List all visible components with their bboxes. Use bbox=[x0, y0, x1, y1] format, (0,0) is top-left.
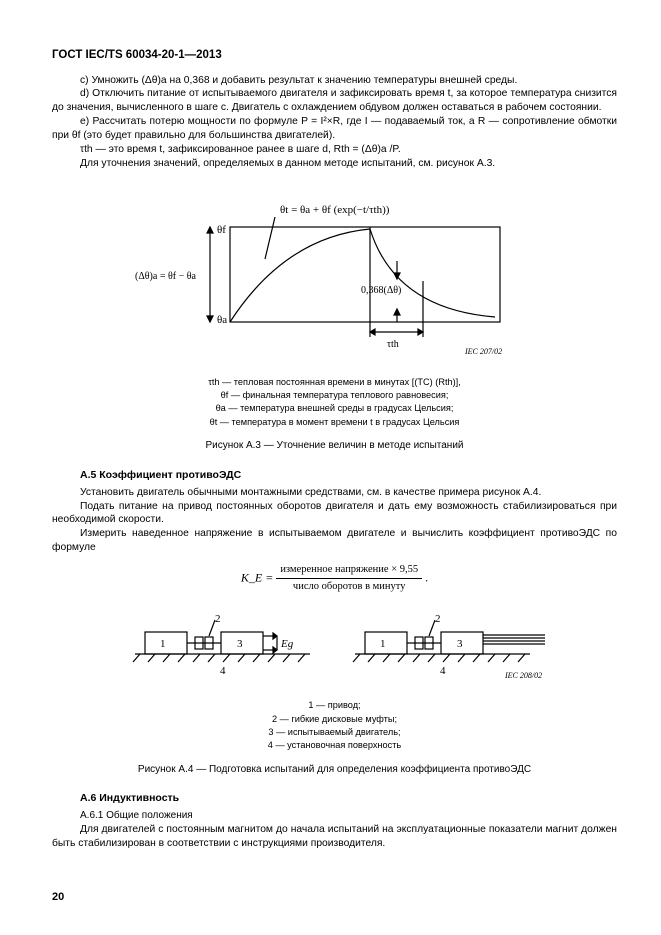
a4-r-1: 1 bbox=[380, 638, 386, 650]
leg-a3-4: θt — температура в момент времени t в гр… bbox=[52, 416, 617, 429]
a4-r-4: 4 bbox=[440, 665, 446, 677]
fig-a3-tau: τth bbox=[387, 339, 399, 350]
leg-a3-1: τth — тепловая постоянная времени в мину… bbox=[52, 376, 617, 389]
formula-ke: K_E = измеренное напряжение × 9,55 число… bbox=[52, 563, 617, 594]
fig-a3-eq: θt = θa + θf (exp(−t/τth)) bbox=[280, 204, 390, 216]
section-a5-title: A.5 Коэффициент противоЭДС bbox=[52, 468, 617, 482]
para-c: c) Умножить (Δθ)а на 0,368 и добавить ре… bbox=[52, 74, 617, 88]
a4-l-2a: 2 bbox=[215, 613, 221, 625]
formula-den: число оборотов в минуту bbox=[276, 579, 422, 594]
page-number: 20 bbox=[52, 890, 64, 905]
fig-a3-mid: 0,368(Δθ) bbox=[361, 285, 401, 296]
fig-a3-ya: θa bbox=[217, 314, 227, 326]
a5-p3: Измерить наведенное напряжение в испытыв… bbox=[52, 527, 617, 555]
section-a61-title: А.6.1 Общие положения bbox=[52, 809, 617, 823]
a5-p1: Установить двигатель обычными монтажными… bbox=[52, 486, 617, 500]
para-d: d) Отключить питание от испытываемого дв… bbox=[52, 87, 617, 115]
document-id: ГОСТ IEC/TS 60034-20-1—2013 bbox=[52, 48, 617, 64]
a4-r-3: 3 bbox=[457, 638, 463, 650]
leg-a4-3: 3 — испытываемый двигатель; bbox=[52, 726, 617, 739]
para-ref: Для уточнения значений, определяемых в д… bbox=[52, 157, 617, 171]
para-tau: τth — это время t, зафиксированное ранее… bbox=[52, 143, 617, 157]
figure-a4-legend: 1 — привод; 2 — гибкие дисковые муфты; 3… bbox=[52, 699, 617, 752]
a4-l-3a: 3 bbox=[237, 638, 243, 650]
fig-a3-iec: IEC 207/02 bbox=[464, 347, 502, 356]
a6-p1: Для двигателей с постоянным магнитом до … bbox=[52, 823, 617, 851]
figure-a4: 1 2 3 Eg 4 1 2 3 4 IEC 208/02 bbox=[52, 612, 617, 687]
figure-a4-svg: 1 2 3 Eg 4 1 2 3 4 IEC 208/02 bbox=[105, 612, 565, 682]
leg-a3-3: θa — температура внешней среды в градуса… bbox=[52, 402, 617, 415]
a4-l-4a: 4 bbox=[220, 665, 226, 677]
fig-a3-delta: (Δθ)a = θf − θa bbox=[135, 271, 197, 282]
section-a6-title: A.6 Индуктивность bbox=[52, 791, 617, 805]
fig-a3-yf: θf bbox=[217, 224, 226, 236]
a4-eg: Eg bbox=[280, 638, 294, 650]
figure-a3: θt = θa + θf (exp(−t/τth)) θf θa (Δθ)a =… bbox=[52, 189, 617, 364]
figure-a3-svg: θt = θa + θf (exp(−t/τth)) θf θa (Δθ)a =… bbox=[135, 189, 535, 359]
a4-l-1: 1 bbox=[160, 638, 166, 650]
leg-a3-2: θf — финальная температура теплового рав… bbox=[52, 389, 617, 402]
formula-num: измеренное напряжение × 9,55 bbox=[276, 563, 422, 579]
figure-a4-caption: Рисунок A.4 — Подготовка испытаний для о… bbox=[52, 763, 617, 778]
page-root: ГОСТ IEC/TS 60034-20-1—2013 c) Умножить … bbox=[0, 0, 661, 935]
a5-p2: Подать питание на привод постоянных обор… bbox=[52, 500, 617, 528]
fig-a4-iec: IEC 208/02 bbox=[504, 671, 542, 680]
leg-a4-4: 4 — установочная поверхность bbox=[52, 739, 617, 752]
leg-a4-1: 1 — привод; bbox=[52, 699, 617, 712]
para-e: e) Рассчитать потерю мощности по формуле… bbox=[52, 115, 617, 143]
figure-a3-caption: Рисунок A.3 — Уточнение величин в методе… bbox=[52, 439, 617, 454]
formula-lhs: K_E = bbox=[241, 571, 273, 585]
figure-a3-legend: τth — тепловая постоянная времени в мину… bbox=[52, 376, 617, 429]
leg-a4-2: 2 — гибкие дисковые муфты; bbox=[52, 713, 617, 726]
a4-r-2: 2 bbox=[435, 613, 441, 625]
